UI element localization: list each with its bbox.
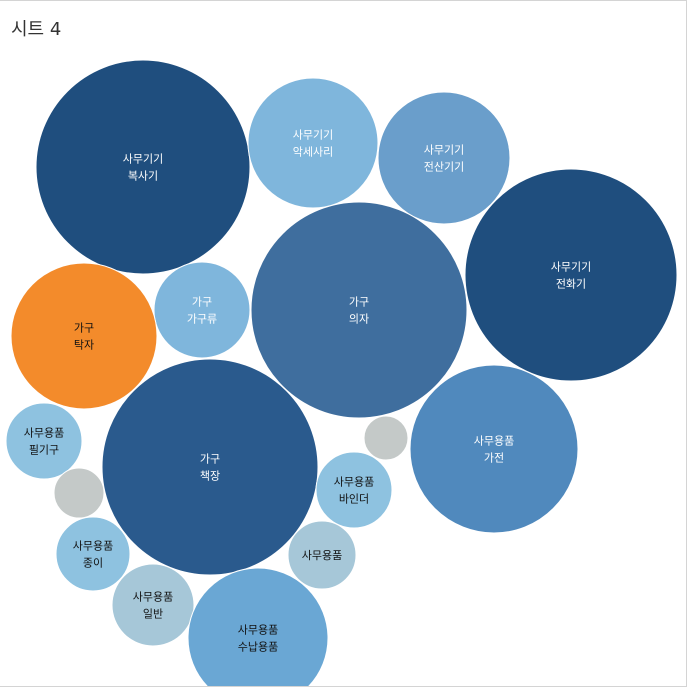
bubble-label: 가구 — [349, 296, 369, 309]
sheet-title: 시트 4 — [11, 19, 62, 40]
bubble-mark[interactable] — [153, 261, 251, 359]
bubble-label: 사무기기 — [424, 144, 464, 157]
bubble-label: 의자 — [349, 313, 369, 326]
bubble-13[interactable]: 사무용품 — [287, 520, 357, 590]
bubble-label: 가구 — [200, 453, 220, 466]
bubble-mark[interactable] — [10, 262, 158, 410]
bubble-label: 사무용품 — [302, 549, 342, 562]
bubble-label: 사무용품 — [238, 624, 278, 637]
bubble-mark[interactable] — [5, 402, 83, 480]
bubble-label: 사무용품 — [73, 540, 113, 553]
bubble-label: 바인더 — [339, 493, 369, 506]
bubble-mark[interactable] — [53, 467, 105, 519]
bubble-mark[interactable] — [35, 59, 251, 275]
bubble-label: 사무기기 — [551, 261, 591, 274]
bubble-11[interactable] — [363, 415, 409, 461]
bubble-label: 사무용품 — [334, 476, 374, 489]
bubble-label: 탁자 — [74, 339, 94, 352]
bubble-label: 전산기기 — [424, 161, 464, 174]
bubble-mark[interactable] — [363, 415, 409, 461]
bubble-mark[interactable] — [377, 91, 511, 225]
bubble-mark[interactable] — [315, 451, 393, 529]
bubble-label: 사무용품 — [474, 435, 514, 448]
bubble-label: 가구 — [192, 296, 212, 309]
bubble-label: 필기구 — [29, 444, 59, 457]
bubble-label: 사무용품 — [24, 427, 64, 440]
bubble-label: 종이 — [83, 557, 103, 570]
bubble-mark[interactable] — [187, 567, 329, 687]
bubble-label: 가구류 — [187, 313, 217, 326]
bubble-mark[interactable] — [111, 563, 195, 647]
bubble-mark[interactable] — [101, 358, 319, 576]
bubble-label: 복사기 — [128, 170, 158, 183]
bubble-10[interactable] — [53, 467, 105, 519]
bubble-label: 일반 — [143, 607, 163, 621]
bubble-label: 사무기기 — [293, 129, 333, 142]
bubble-mark[interactable] — [250, 201, 468, 419]
bubble-label: 책장 — [200, 470, 220, 483]
bubble-label: 가구 — [74, 322, 94, 335]
bubble-mark[interactable] — [55, 516, 131, 592]
bubble-label: 수납용품 — [238, 641, 278, 654]
bubble-label: 사무기기 — [123, 153, 163, 166]
bubble-mark[interactable] — [247, 77, 379, 209]
bubble-label: 악세사리 — [293, 146, 333, 159]
bubble-label: 사무용품 — [133, 591, 173, 604]
bubble-mark[interactable] — [464, 168, 678, 382]
bubble-mark[interactable] — [409, 364, 579, 534]
bubble-mark[interactable] — [287, 520, 357, 590]
bubble-label: 전화기 — [556, 278, 586, 291]
bubble-label: 가전 — [484, 452, 504, 465]
